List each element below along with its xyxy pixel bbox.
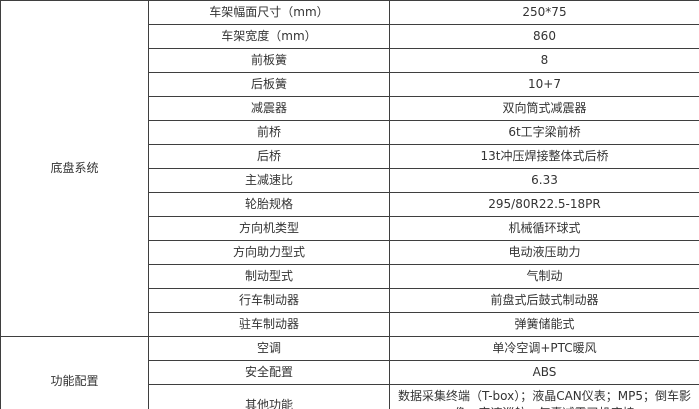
table-row: 减震器 双向筒式减震器 [1,96,699,121]
spec-label: 减震器 [148,96,390,121]
table-row: 其他功能 数据采集终端（T-box）；液晶CAN仪表；MP5；倒车影像；定速巡航… [1,384,699,409]
spec-label: 安全配置 [148,360,390,385]
spec-value: 双向筒式减震器 [389,96,699,121]
spec-value: 单冷空调+PTC暖风 [389,336,699,361]
spec-label: 方向助力型式 [148,240,390,265]
category-cell-features: 功能配置 [0,336,149,409]
spec-label: 制动型式 [148,264,390,289]
table-row: 主减速比 6.33 [1,168,699,193]
spec-label: 后板簧 [148,72,390,97]
spec-value: 电动液压助力 [389,240,699,265]
table-row: 功能配置 空调 单冷空调+PTC暖风 [0,336,699,409]
spec-label: 空调 [148,336,390,361]
table-row: 后桥 13t冲压焊接整体式后桥 [1,144,699,169]
table-row: 后板簧 10+7 [1,72,699,97]
spec-value: 机械循环球式 [389,216,699,241]
category-cell-chassis: 底盘系统 [0,0,149,337]
table-row: 前桥 6t工字梁前桥 [1,120,699,145]
spec-label: 车架幅面尺寸（mm） [148,0,390,25]
spec-value: 860 [389,24,699,49]
spec-label: 驻车制动器 [148,312,390,337]
spec-label: 车架宽度（mm） [148,24,390,49]
spec-value: 13t冲压焊接整体式后桥 [389,144,699,169]
spec-value: ABS [389,360,699,385]
spec-label: 行车制动器 [148,288,390,313]
spec-value: 295/80R22.5-18PR [389,192,699,217]
spec-value: 250*75 [389,0,699,25]
spec-label: 方向机类型 [148,216,390,241]
table-row: 方向助力型式 电动液压助力 [1,240,699,265]
spec-value: 弹簧储能式 [389,312,699,337]
spec-label: 主减速比 [148,168,390,193]
table-row: 车架宽度（mm） 860 [1,24,699,49]
table-row: 方向机类型 机械循环球式 [1,216,699,241]
spec-value: 6t工字梁前桥 [389,120,699,145]
spec-label: 后桥 [148,144,390,169]
spec-value: 6.33 [389,168,699,193]
spec-label: 轮胎规格 [148,192,390,217]
spec-value: 数据采集终端（T-box）；液晶CAN仪表；MP5；倒车影像；定速巡航；气囊减震… [389,384,699,409]
spec-label: 其他功能 [148,384,390,409]
table-row: 底盘系统 车架幅面尺寸（mm） 250*75 [0,0,699,337]
spec-value: 10+7 [389,72,699,97]
spec-value: 气制动 [389,264,699,289]
spec-value: 8 [389,48,699,73]
spec-value: 前盘式后鼓式制动器 [389,288,699,313]
spec-label: 前桥 [148,120,390,145]
spec-label: 前板簧 [148,48,390,73]
